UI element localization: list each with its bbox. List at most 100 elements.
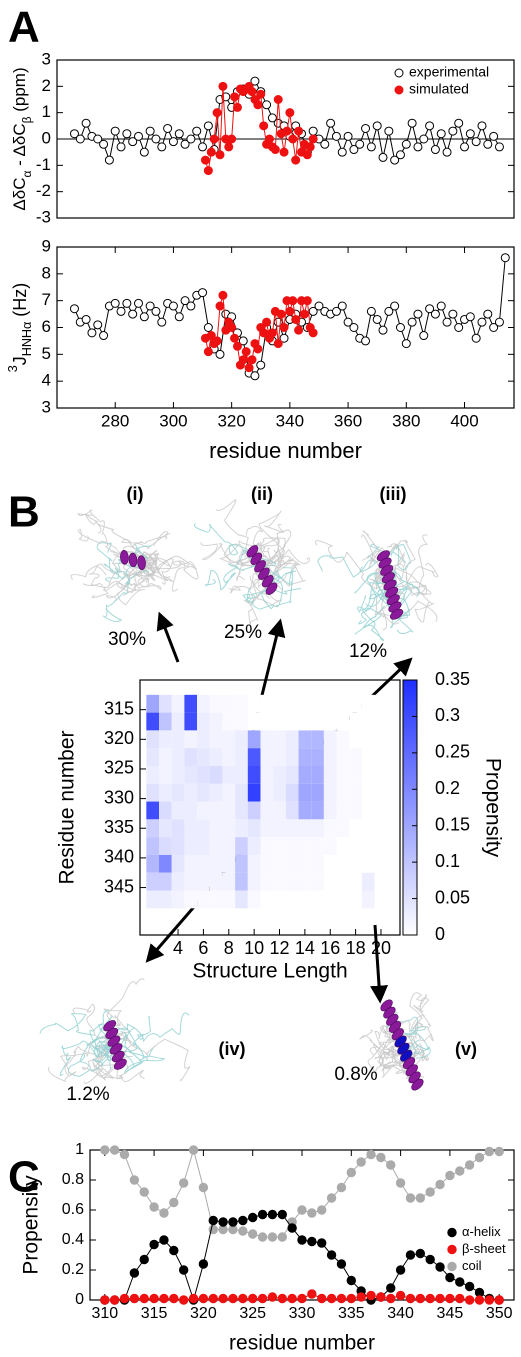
data-point (366, 1149, 376, 1160)
heatmap-cell (146, 694, 160, 713)
heatmap-cell (247, 801, 261, 820)
heatmap-cell (197, 730, 210, 749)
data-point (355, 139, 365, 149)
heatmap-cell (197, 712, 210, 731)
heatmap-cell (311, 819, 324, 838)
heatmap-cell (184, 783, 198, 802)
data-point (87, 328, 97, 338)
data-point (247, 1212, 258, 1223)
heatmap-cell (184, 730, 198, 749)
heatmap-cell (222, 712, 236, 731)
data-point (405, 1293, 416, 1304)
heatmap-cell (336, 854, 350, 873)
structure-strand (102, 978, 145, 1040)
data-point (337, 147, 347, 157)
heatmap-cell (311, 783, 324, 802)
x-tick-label: 6 (198, 938, 208, 958)
data-point (297, 1205, 307, 1215)
data-point (287, 1293, 297, 1304)
y-tick-label: -2 (36, 181, 51, 200)
data-point (415, 1293, 426, 1304)
heatmap-cell (323, 783, 337, 802)
series-line (104, 1214, 500, 1302)
heatmap-cell (159, 837, 172, 855)
data-point (198, 142, 208, 152)
heatmap-cell (285, 872, 299, 891)
data-point (250, 371, 260, 381)
heatmap-cell (349, 890, 362, 909)
data-point (238, 1293, 248, 1304)
data-point (206, 331, 216, 341)
data-point (139, 312, 149, 322)
heatmap-cell (184, 872, 198, 891)
x-tick-label: 315 (141, 1305, 168, 1322)
heatmap-cell (159, 819, 172, 838)
data-point (445, 1272, 455, 1283)
data-point (415, 1248, 426, 1259)
data-point (471, 137, 481, 147)
heatmap-cell (336, 890, 350, 909)
data-point (198, 1259, 209, 1269)
data-point (206, 147, 216, 157)
heatmap-cell (209, 730, 223, 749)
heatmap-cell (361, 748, 375, 766)
helix-turn (411, 1078, 424, 1091)
legend-label: simulated (409, 81, 469, 97)
heatmap-cell (273, 748, 286, 766)
data-point (178, 1178, 189, 1188)
heatmap-cell (171, 712, 185, 731)
data-point (247, 87, 257, 97)
data-point (474, 1152, 485, 1163)
structure-strand (238, 525, 263, 555)
structure-strand (381, 573, 405, 631)
data-point (267, 1292, 278, 1302)
structure-strand (314, 540, 381, 590)
data-point (349, 323, 359, 332)
heatmap-cell (235, 694, 248, 713)
heatmap-cell (323, 694, 337, 713)
data-point (230, 333, 240, 343)
heatmap-cell (209, 837, 223, 855)
data-point (361, 336, 371, 346)
x-tick-label: 14 (295, 938, 315, 958)
heatmap-cell (323, 730, 337, 749)
data-point (277, 1209, 287, 1220)
structure-strand (266, 567, 301, 595)
data-point (180, 296, 190, 306)
panel-label: B (8, 488, 40, 537)
data-point (336, 1259, 347, 1269)
structure-strand (122, 566, 162, 591)
y-tick-label: 3 (42, 49, 51, 68)
data-point (299, 309, 309, 319)
y-axis-label-part: J (10, 356, 30, 365)
heatmap-cell (222, 748, 236, 766)
data-point (180, 139, 190, 149)
data-point (307, 1236, 317, 1247)
heatmap-cell (273, 837, 286, 855)
heatmap-cell (260, 694, 274, 713)
colorbar (402, 679, 418, 936)
heatmap-cell (184, 854, 198, 873)
data-point (282, 126, 292, 136)
heatmap-cell (146, 801, 160, 820)
data-point (376, 1292, 386, 1302)
data-point (445, 1170, 455, 1181)
heatmap-cell (298, 712, 312, 731)
data-point (198, 1293, 209, 1304)
heatmap-cell (260, 872, 274, 891)
heatmap-cell (247, 712, 261, 731)
legend-marker (447, 1261, 457, 1272)
heatmap-cell (323, 854, 337, 873)
heatmap-cell (323, 890, 337, 909)
structure-strand (116, 566, 159, 594)
data-point (294, 325, 304, 335)
structure-strand (132, 1038, 191, 1082)
data-point (169, 1293, 179, 1304)
structure-strand (262, 529, 292, 568)
data-point (122, 129, 132, 139)
data-point (307, 1289, 317, 1299)
heatmap-cell (311, 890, 324, 909)
data-point (465, 129, 475, 139)
heatmap-cell (311, 712, 324, 731)
heatmap-cell (298, 694, 312, 713)
